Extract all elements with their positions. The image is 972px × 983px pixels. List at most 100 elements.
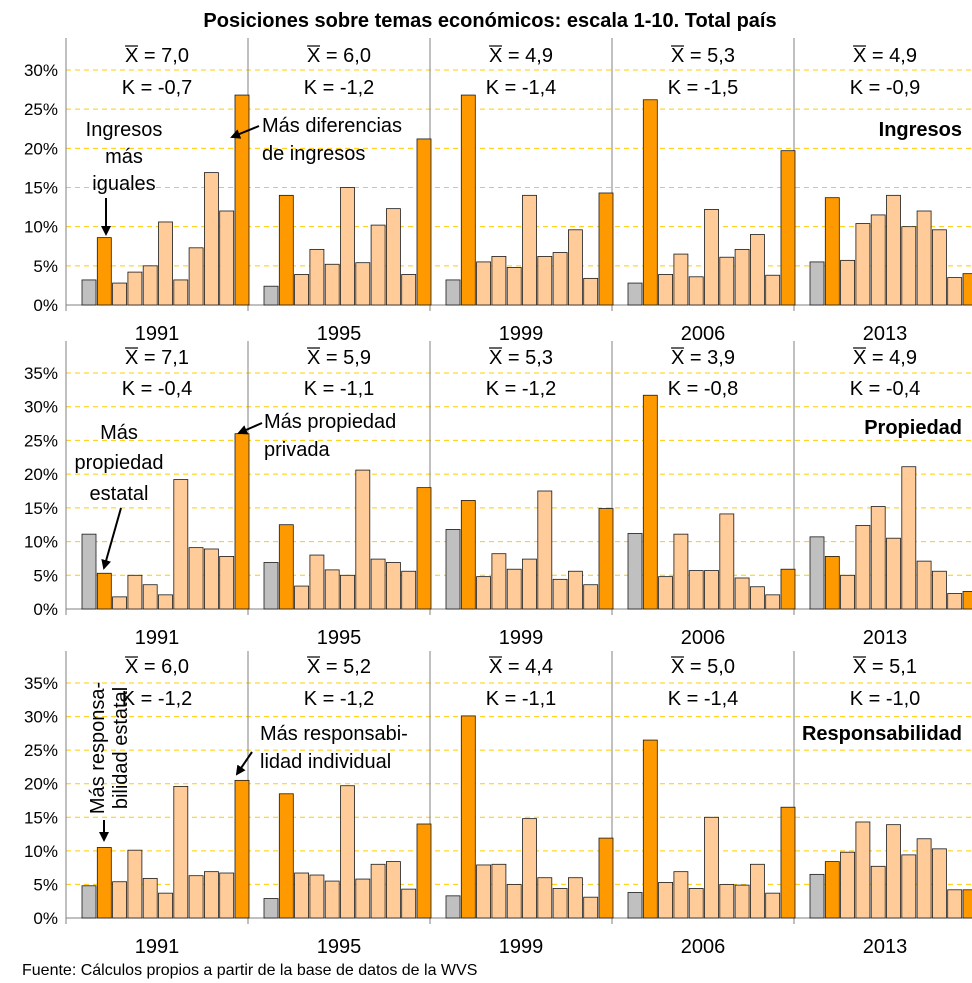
mean-label: X = 6,0 (125, 656, 189, 678)
bar (522, 194, 537, 306)
kurtosis-label: K = -1,1 (486, 688, 557, 710)
kurtosis-label: K = -1,2 (122, 688, 193, 710)
y-tick-label: 25% (24, 431, 58, 450)
bar (552, 888, 568, 919)
bar (219, 210, 235, 306)
bar (780, 150, 796, 306)
y-tick-label: 20% (24, 775, 58, 794)
bar (445, 529, 461, 610)
y-tick-label: 5% (33, 566, 58, 585)
bar (445, 895, 461, 919)
annotation-arrow (230, 125, 260, 139)
bar (81, 885, 97, 919)
y-tick-label: 30% (24, 398, 58, 417)
bar (142, 877, 158, 919)
mean-label: X = 5,3 (671, 45, 735, 67)
bar (780, 568, 796, 610)
bar (219, 556, 235, 610)
bar (901, 226, 917, 306)
bar (96, 572, 112, 610)
annotation-arrow (237, 422, 263, 435)
bar (734, 884, 750, 919)
bar (750, 234, 765, 306)
x-year-label: 1995 (317, 323, 362, 345)
y-tick-label: 15% (24, 179, 58, 198)
annotation-text: más (105, 146, 143, 168)
bar (750, 863, 765, 919)
kurtosis-label: K = -1,0 (850, 688, 921, 710)
annotation-text: lidad individual (260, 751, 391, 773)
bar (719, 884, 735, 919)
y-tick-label: 20% (24, 465, 58, 484)
bar (809, 536, 825, 610)
mean-label: X = 5,2 (307, 656, 371, 678)
kurtosis-label: K = -0,4 (850, 378, 921, 400)
bar (203, 548, 219, 610)
bar (750, 586, 765, 610)
bar (263, 562, 279, 610)
bar (476, 261, 492, 306)
bar (598, 192, 614, 306)
bar (309, 554, 325, 610)
bar (112, 282, 127, 306)
topic-label: Ingresos (879, 119, 962, 141)
bar (688, 276, 704, 306)
annotation-text: Más responsa- (87, 682, 109, 814)
bar (765, 274, 781, 306)
bar (491, 553, 507, 610)
annotation-text: bilidad estatal (110, 687, 132, 809)
bar (734, 248, 750, 306)
bar (568, 877, 583, 919)
mean-label: X = 5,0 (671, 656, 735, 678)
bar (704, 570, 719, 610)
bar (901, 466, 917, 610)
bar (370, 558, 386, 610)
annotation-text: Más diferencias (262, 115, 402, 137)
bar (506, 568, 522, 610)
bar (506, 266, 522, 306)
bar (932, 570, 947, 610)
bar (886, 824, 901, 919)
bar (173, 786, 189, 919)
bar (294, 872, 310, 919)
bar (278, 793, 294, 919)
x-year-label: 2013 (863, 936, 908, 958)
bar (401, 570, 417, 610)
kurtosis-label: K = -1,2 (304, 688, 375, 710)
bar (916, 560, 932, 610)
bar (809, 873, 825, 919)
bar (142, 584, 158, 610)
annotation-text: propiedad (75, 452, 164, 474)
x-year-label: 1991 (135, 323, 180, 345)
bar (947, 277, 963, 306)
bar (173, 279, 189, 306)
y-tick-label: 0% (33, 296, 58, 315)
bar (96, 237, 112, 306)
mean-label: X = 3,9 (671, 347, 735, 369)
bar (506, 884, 522, 919)
bar (263, 898, 279, 919)
bar (688, 570, 704, 610)
bar (263, 285, 279, 306)
x-year-label: 2013 (863, 323, 908, 345)
annotation-arrow (235, 751, 253, 776)
kurtosis-label: K = -1,5 (668, 77, 739, 99)
bar (158, 221, 173, 306)
annotation-text: Más (100, 422, 138, 444)
bar (355, 878, 371, 919)
bar (340, 785, 355, 919)
kurtosis-label: K = -0,7 (122, 77, 193, 99)
bar (355, 262, 371, 306)
bar (188, 547, 204, 610)
bar (765, 594, 781, 610)
bar (460, 715, 476, 919)
kurtosis-label: K = -1,2 (304, 77, 375, 99)
bar (870, 506, 886, 610)
bar (916, 838, 932, 919)
bar (962, 889, 972, 919)
bar (491, 863, 507, 919)
bar (765, 892, 781, 919)
bar (855, 821, 871, 919)
bar (627, 282, 643, 306)
bar (947, 889, 963, 919)
